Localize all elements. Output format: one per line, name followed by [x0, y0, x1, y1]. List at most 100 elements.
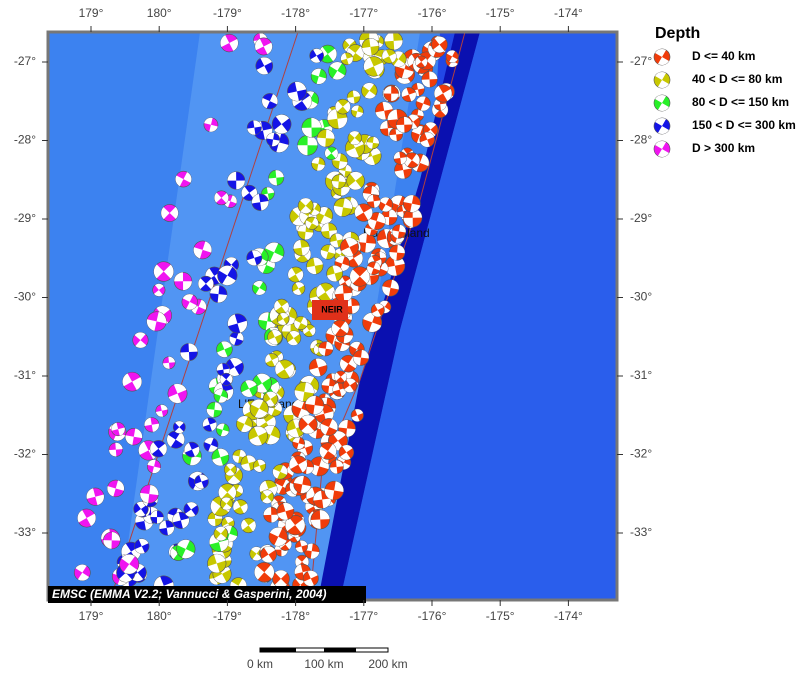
- lat-label: -33°: [630, 525, 652, 539]
- beachball: [349, 266, 370, 287]
- beachball: [144, 417, 160, 433]
- beachball: [261, 93, 278, 110]
- beachball: [119, 554, 140, 575]
- ball-quadrant: [655, 118, 669, 134]
- beachball: [183, 501, 199, 518]
- ball-quadrant: [134, 332, 147, 348]
- ball-quadrant: [385, 255, 405, 276]
- ball-quadrant: [421, 71, 438, 88]
- ball-quadrant: [75, 564, 90, 581]
- beachball: [384, 32, 403, 51]
- beachball: [294, 381, 315, 402]
- station-marker: [312, 300, 348, 320]
- ball-quadrant: [214, 388, 228, 403]
- beachball: [329, 233, 345, 248]
- beachball: [310, 509, 330, 530]
- ball-quadrant: [351, 105, 364, 118]
- beachball: [254, 37, 273, 56]
- ball-quadrant: [77, 510, 96, 526]
- ball-quadrant: [353, 349, 369, 366]
- ball-quadrant: [255, 38, 273, 55]
- beachball: [202, 417, 217, 432]
- beachball: [213, 526, 229, 541]
- ball-quadrant: [375, 101, 393, 120]
- beachball: [150, 510, 164, 524]
- ball-quadrant: [318, 341, 333, 356]
- ball-quadrant: [274, 300, 289, 313]
- lat-label: -30°: [14, 290, 36, 304]
- ball-quadrant: [295, 540, 308, 553]
- ball-quadrant: [103, 532, 121, 549]
- beachball: [316, 282, 336, 302]
- ball-quadrant: [344, 378, 356, 393]
- ball-quadrant: [362, 82, 376, 99]
- ball-quadrant: [383, 86, 399, 102]
- ball-quadrant: [306, 257, 323, 275]
- beachball: [253, 459, 267, 473]
- beachball: [287, 81, 307, 102]
- ball-quadrant: [301, 117, 322, 138]
- beachball: [338, 444, 355, 461]
- ball-quadrant: [241, 519, 256, 532]
- beachball: [293, 475, 312, 494]
- beachball: [236, 415, 253, 433]
- ball-quadrant: [241, 380, 257, 397]
- beachball: [219, 497, 234, 511]
- ball-quadrant: [185, 502, 198, 517]
- ball-quadrant: [326, 265, 343, 282]
- beachball: [274, 359, 295, 380]
- beachball: [203, 117, 219, 133]
- beachball: [286, 330, 302, 346]
- ball-quadrant: [349, 131, 360, 145]
- beachball: [246, 120, 262, 136]
- beachball: [272, 569, 290, 588]
- beachball: [350, 408, 364, 422]
- ball-quadrant: [305, 395, 324, 415]
- ball-quadrant: [382, 279, 399, 296]
- beachball: [108, 442, 123, 457]
- ball-quadrant: [367, 212, 386, 230]
- lon-label: 180°: [147, 6, 172, 20]
- beachball: [73, 564, 91, 581]
- beachball: [302, 570, 319, 587]
- beachball: [216, 341, 233, 358]
- ball-quadrant: [340, 445, 353, 460]
- ball-quadrant: [367, 262, 381, 275]
- ball-quadrant: [140, 484, 159, 504]
- ball-quadrant: [229, 332, 244, 346]
- legend-label: D > 300 km: [692, 141, 755, 155]
- beachball: [653, 117, 671, 135]
- attribution-box: [48, 586, 366, 603]
- beachball: [122, 371, 142, 392]
- ball-quadrant: [268, 170, 284, 186]
- beachball: [179, 343, 198, 362]
- beachball: [218, 483, 237, 502]
- ball-quadrant: [393, 151, 407, 165]
- beachball: [320, 244, 336, 260]
- lon-label: -174°: [554, 6, 583, 20]
- ball-quadrant: [305, 217, 319, 229]
- ball-quadrant: [340, 52, 353, 65]
- beachball: [232, 499, 249, 515]
- ball-quadrant: [277, 502, 294, 520]
- beachball: [266, 132, 281, 147]
- ball-quadrant: [109, 442, 123, 457]
- beachball: [393, 151, 407, 165]
- beachball: [267, 329, 283, 345]
- lon-label: -177°: [349, 6, 378, 20]
- lat-label: -27°: [14, 54, 36, 68]
- scale-segment: [260, 648, 296, 652]
- beachball: [403, 194, 421, 213]
- ball-quadrant: [294, 317, 308, 330]
- beachball: [132, 332, 149, 349]
- lat-label: -29°: [14, 211, 36, 225]
- ball-quadrant: [266, 132, 280, 147]
- beachball: [240, 517, 257, 534]
- beachball: [311, 157, 326, 172]
- beachball: [331, 319, 350, 338]
- ball-quadrant: [122, 373, 142, 391]
- ball-quadrant: [214, 192, 229, 204]
- ball-quadrant: [446, 50, 458, 63]
- ball-quadrant: [335, 101, 351, 113]
- ball-quadrant: [317, 129, 335, 147]
